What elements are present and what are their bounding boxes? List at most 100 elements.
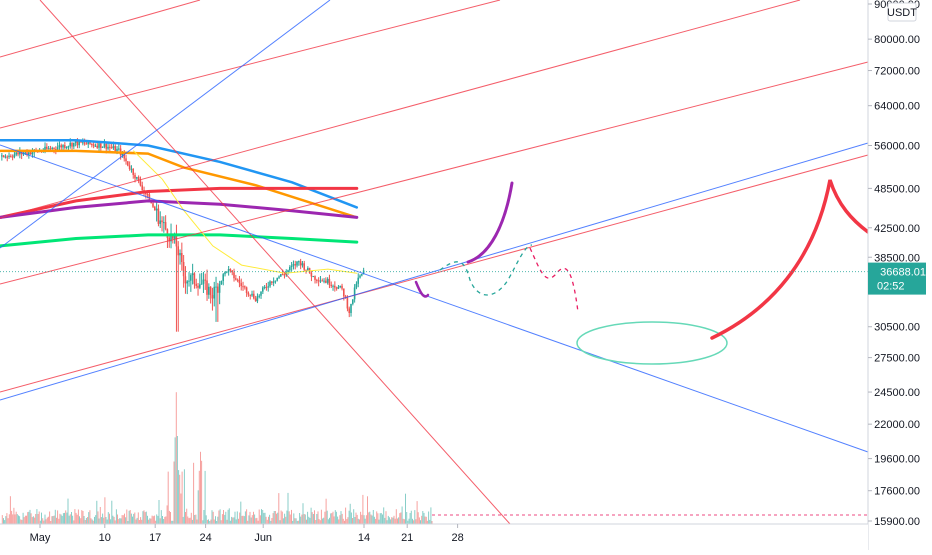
volume-bar [430,507,432,524]
volume-bar [89,510,91,524]
volume-bar [324,511,326,524]
price-axis[interactable]: 90000.0080000.0072000.0064000.0056000.00… [867,0,932,550]
volume-bar [171,520,173,524]
volume-bar [120,518,122,524]
candle-body [60,145,62,148]
volume-bar [83,516,85,524]
candle-body [182,262,185,277]
forecast-green-dashed-path [439,244,533,296]
candle-body [328,278,331,285]
volume-bar [163,519,165,524]
candle-body [141,185,143,190]
volume-bar [269,514,271,524]
volume-bar [376,511,378,524]
volume-bar [261,509,262,524]
volume-bar [262,510,264,524]
forecast-drawings[interactable] [0,179,870,365]
candle-body [359,275,361,278]
volume-bar [152,516,154,524]
volume-bar [246,509,248,524]
plot-background [0,0,868,524]
volume-bar [326,510,328,524]
volume-bar [232,517,234,524]
volume-bar [205,515,207,524]
volume-bar [115,509,117,524]
volume-bar [129,510,131,524]
volume-bar [68,515,70,524]
trend-lines[interactable] [0,0,869,525]
volume-bar [20,519,22,524]
volume-bar [282,518,284,524]
currency-label[interactable]: USDT [887,7,917,19]
candle-body [105,143,107,149]
volume-bar [135,519,137,524]
candle-body [116,148,118,152]
candle-body [274,280,277,282]
volume-bar [61,515,63,524]
volume-bar [23,517,25,524]
candle-body [31,152,34,155]
candle-body [121,153,124,156]
volume-bar [190,512,192,524]
volume-bar [187,516,189,524]
volume-bar [308,516,310,524]
volume-bar [58,518,60,524]
candle-body [222,274,224,281]
red-diagonal-line [39,0,511,525]
volume-bar [264,512,266,524]
volume-bar [367,496,368,524]
volume-bar [102,513,104,524]
candle-body [155,208,158,211]
volume-bar [233,517,235,524]
volume-bar [368,512,370,524]
volume-bar [220,520,222,524]
volume-bar [121,515,123,524]
volume-bar [412,518,413,524]
candle-body [190,275,192,281]
volume-bar [236,511,238,524]
time-tick-label: May [30,532,51,544]
candle-body [226,271,228,273]
volume-bar [241,515,243,524]
volume-bar [54,509,56,524]
volume-bar [315,520,317,524]
volume-bar [96,500,98,524]
candle-body [4,156,7,158]
volume-bar [388,517,390,524]
volume-bar [339,515,341,524]
price-tick-label: 19600.00 [874,454,920,466]
volume-bar [185,512,186,524]
candle-body [134,174,136,179]
volume-bar [60,514,62,524]
volume-bar [157,515,159,524]
volume-bar [346,519,348,524]
price-tick-label: 64000.00 [874,101,920,113]
volume-bar [254,514,256,524]
candle-body [305,269,307,271]
volume-bar [53,515,55,524]
volume-bar [239,512,241,524]
volume-bar [174,437,176,524]
candle-body [202,279,205,284]
candle-body [188,280,190,282]
time-tick-label: 24 [199,532,211,544]
time-axis[interactable]: May 10 17 24 Jun 14 21 28 [0,523,868,550]
volume-bar [369,511,371,524]
candle-body [242,286,244,288]
candle-body [62,145,64,148]
candle-body [118,148,120,150]
volume-bar [216,521,218,524]
volume-bar [231,516,233,524]
candle-body [238,280,241,284]
forecast-purple-curve [466,181,514,264]
price-tick-label: 56000.00 [874,141,920,153]
volume-bar [31,517,33,524]
volume-bar [91,519,93,524]
candle-body [199,284,201,288]
candle-body [326,278,329,283]
chart-pane[interactable] [0,0,868,524]
volume-bar [279,520,281,524]
volume-bar [294,518,296,524]
